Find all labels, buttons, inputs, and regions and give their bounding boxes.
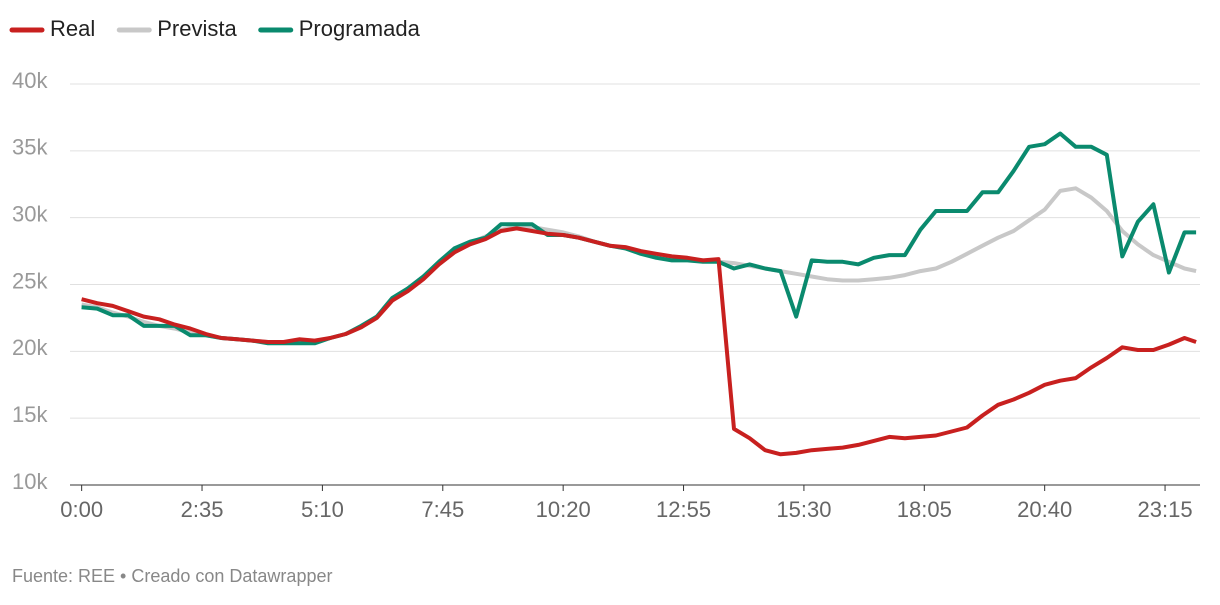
x-tick-label: 18:05 bbox=[897, 497, 952, 522]
x-tick-label: 10:20 bbox=[536, 497, 591, 522]
x-tick-label: 23:15 bbox=[1138, 497, 1193, 522]
x-tick-label: 2:35 bbox=[181, 497, 224, 522]
x-tick-label: 12:55 bbox=[656, 497, 711, 522]
x-tick-label: 5:10 bbox=[301, 497, 344, 522]
y-tick-label: 40k bbox=[12, 68, 48, 93]
series-line bbox=[81, 226, 1197, 457]
series-line bbox=[81, 131, 1197, 346]
legend-label: Prevista bbox=[157, 16, 237, 41]
x-tick-label: 20:40 bbox=[1017, 497, 1072, 522]
y-tick-label: 30k bbox=[12, 201, 48, 226]
x-tick-label: 7:45 bbox=[421, 497, 464, 522]
y-tick-label: 20k bbox=[12, 335, 48, 360]
legend-label: Programada bbox=[299, 16, 421, 41]
legend-label: Real bbox=[50, 16, 95, 41]
x-tick-label: 0:00 bbox=[60, 497, 103, 522]
y-tick-label: 25k bbox=[12, 268, 48, 293]
x-tick-label: 15:30 bbox=[776, 497, 831, 522]
y-tick-label: 35k bbox=[12, 135, 48, 160]
y-tick-label: 10k bbox=[12, 469, 48, 494]
series-line bbox=[81, 186, 1197, 344]
source-note: Fuente: REE • Creado con Datawrapper bbox=[12, 566, 332, 586]
y-tick-label: 15k bbox=[12, 402, 48, 427]
